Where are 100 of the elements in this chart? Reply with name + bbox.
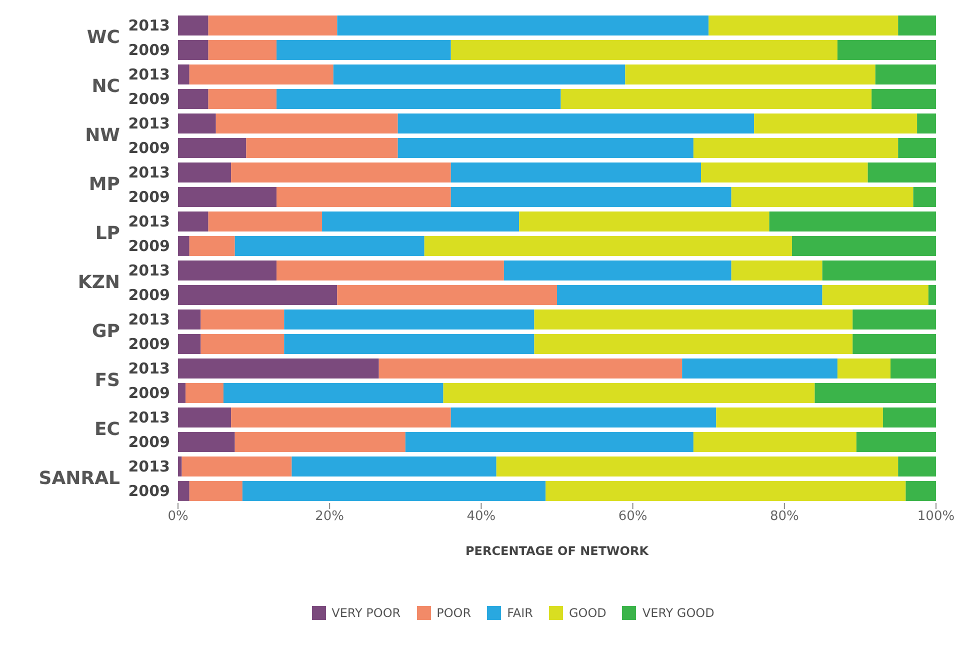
bar <box>378 358 682 378</box>
text: WC <box>86 26 120 50</box>
bar <box>560 88 872 109</box>
text: NC <box>92 74 120 98</box>
bar <box>731 186 914 207</box>
bar <box>292 456 496 476</box>
bar <box>178 480 190 501</box>
bar <box>200 334 284 354</box>
bar <box>178 162 232 182</box>
bar <box>189 64 334 84</box>
bar <box>546 480 906 501</box>
bar <box>178 236 190 256</box>
bar <box>731 260 822 280</box>
bar <box>200 309 284 330</box>
bar <box>189 236 235 256</box>
bar <box>208 15 338 36</box>
bar <box>231 407 451 428</box>
y-tick-label: 2009 <box>128 482 170 500</box>
bar <box>234 432 406 452</box>
bar <box>917 113 936 134</box>
bar <box>178 186 277 207</box>
bar <box>693 432 856 452</box>
bar <box>557 284 822 305</box>
y-tick-label: 2013 <box>128 66 170 84</box>
bar <box>769 211 936 232</box>
bar <box>693 138 898 158</box>
y-tick-label: 2009 <box>128 188 170 206</box>
bar <box>337 15 709 36</box>
bar <box>890 358 936 378</box>
y-tick-label: 2009 <box>128 433 170 452</box>
bar <box>276 88 561 109</box>
bar <box>178 260 277 280</box>
bar <box>424 236 792 256</box>
x-axis-title: PERCENTAGE OF NETWORK <box>465 544 650 558</box>
bar <box>443 382 815 403</box>
bar <box>708 15 898 36</box>
bar <box>837 358 891 378</box>
bar <box>234 236 424 256</box>
bar <box>178 407 232 428</box>
legend-label: VERY POOR <box>332 606 401 620</box>
bar <box>906 480 936 501</box>
text: SANRAL <box>38 466 120 490</box>
bar <box>276 186 451 207</box>
bar <box>178 334 201 354</box>
legend-label: VERY GOOD <box>642 606 714 620</box>
bar <box>178 358 379 378</box>
bar <box>856 432 936 452</box>
bar <box>837 40 936 60</box>
bar <box>822 284 928 305</box>
text: NW <box>85 124 120 148</box>
bar <box>716 407 883 428</box>
bar <box>872 88 936 109</box>
x-tick-label: 100% <box>917 509 955 524</box>
y-tick-label: 2013 <box>128 458 170 476</box>
bar <box>898 15 936 36</box>
y-tick-label: 2009 <box>128 335 170 354</box>
bar <box>178 309 201 330</box>
bar <box>284 334 534 354</box>
bar <box>534 334 853 354</box>
bar <box>534 309 853 330</box>
bar <box>928 284 936 305</box>
bar <box>898 456 936 476</box>
y-tick-label: 2013 <box>128 114 170 133</box>
bar <box>504 260 732 280</box>
y-tick-label: 2013 <box>128 408 170 427</box>
bar <box>182 456 292 476</box>
bar <box>754 113 918 134</box>
bar <box>246 138 398 158</box>
y-tick-label: 2009 <box>128 286 170 304</box>
y-tick-label: 2009 <box>128 41 170 60</box>
bar <box>398 113 754 134</box>
bar <box>178 432 235 452</box>
bar <box>178 40 208 60</box>
bar <box>208 40 277 60</box>
bar <box>852 309 936 330</box>
y-tick-label: 2013 <box>128 164 170 182</box>
bar <box>208 211 322 232</box>
bar <box>898 138 936 158</box>
bar <box>333 64 626 84</box>
bar <box>405 432 694 452</box>
bar <box>450 162 702 182</box>
text: GP <box>92 320 120 344</box>
y-tick-label: 2013 <box>128 212 170 231</box>
x-tick-label: 20% <box>315 509 344 524</box>
bar <box>814 382 936 403</box>
bar <box>882 407 936 428</box>
bar <box>519 211 770 232</box>
bar <box>276 260 504 280</box>
text: LP <box>95 222 120 246</box>
y-tick-label: 2009 <box>128 384 170 402</box>
bar <box>284 309 534 330</box>
bar <box>216 113 398 134</box>
legend-label: POOR <box>436 606 472 620</box>
bar <box>822 260 936 280</box>
bar <box>322 211 520 232</box>
bar <box>868 162 936 182</box>
bar <box>178 15 208 36</box>
y-tick-label: 2009 <box>128 90 170 108</box>
bar <box>625 64 876 84</box>
bar <box>450 407 716 428</box>
